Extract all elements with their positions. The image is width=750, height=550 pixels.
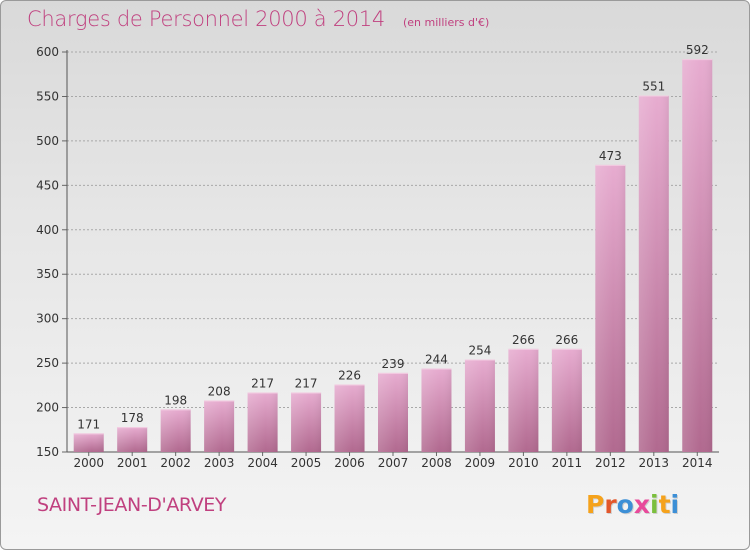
y-tick-label: 550	[36, 89, 59, 103]
commune-name: SAINT-JEAN-D'ARVEY	[37, 494, 227, 516]
bar-shading	[73, 433, 104, 452]
x-tick-label: 2011	[552, 456, 583, 470]
x-tick-label: 2006	[334, 456, 365, 470]
data-label: 171	[77, 417, 100, 431]
y-tick-label: 150	[36, 445, 59, 459]
x-tick-label: 2010	[508, 456, 539, 470]
y-tick-label: 500	[36, 134, 59, 148]
y-tick-label: 200	[36, 401, 59, 415]
x-tick-label: 2012	[595, 456, 626, 470]
bar-shading	[551, 348, 582, 452]
logo-letter: P	[586, 490, 605, 519]
bar-shading	[595, 164, 626, 452]
x-tick-label: 2007	[378, 456, 409, 470]
bar-shading	[638, 95, 669, 453]
chart-title: Charges de Personnel 2000 à 2014	[27, 7, 385, 31]
bar-shading	[421, 368, 452, 452]
x-tick-labels: 2000 2001 2002 2003 2004 2005 2006 2007 2008 2009…	[73, 456, 712, 470]
logo-letter: o	[616, 490, 634, 519]
data-label: 226	[338, 368, 361, 382]
x-tick-label: 2009	[465, 456, 496, 470]
y-tick-label: 600	[36, 45, 59, 59]
bar-shading	[334, 384, 365, 452]
bar-shading	[378, 372, 408, 452]
data-label: 592	[686, 43, 709, 57]
x-tick-label: 2014	[682, 456, 713, 470]
data-label: 217	[251, 376, 274, 390]
data-labels: 171 178 198 208 217 217 226 239 244 254 266 266 473 5…	[77, 43, 708, 431]
logo-letter: i	[650, 490, 659, 519]
proxiti-logo[interactable]: Proxiti	[586, 490, 679, 519]
bar-shading	[204, 400, 235, 452]
x-tick-label: 2001	[117, 456, 148, 470]
bars	[73, 59, 713, 453]
x-tick-label: 2000	[73, 456, 104, 470]
chart-unit: (en milliers d'€)	[402, 16, 490, 29]
bar-shading	[464, 359, 495, 452]
x-tick-label: 2005	[291, 456, 322, 470]
data-label: 266	[512, 333, 535, 347]
data-label: 254	[468, 344, 491, 358]
logo-letter: r	[604, 490, 617, 519]
data-label: 473	[599, 149, 622, 163]
bar-shading	[247, 392, 278, 452]
bar-shading	[682, 59, 713, 452]
chart-header: Charges de Personnel 2000 à 2014 (en mill…	[27, 7, 489, 31]
y-tick-label: 300	[36, 312, 59, 326]
x-tick-label: 2003	[204, 456, 235, 470]
bar-shading	[117, 427, 148, 452]
data-label: 178	[121, 411, 144, 425]
data-label: 217	[295, 376, 318, 390]
data-label: 244	[425, 352, 448, 366]
bar-shading	[160, 409, 191, 452]
y-tick-label: 400	[36, 223, 59, 237]
bar-shading	[291, 392, 322, 452]
bar-shading	[508, 348, 539, 452]
y-tick-label: 250	[36, 356, 59, 370]
y-tick-labels: 150 200 250 300 350 400 450 500 550 600	[36, 45, 59, 459]
data-label: 551	[642, 80, 665, 94]
y-tick-label: 350	[36, 267, 59, 281]
x-tick-label: 2013	[639, 456, 670, 470]
x-tick-label: 2004	[247, 456, 278, 470]
data-label: 266	[555, 333, 578, 347]
logo-letter: x	[633, 490, 650, 519]
x-tick-label: 2008	[421, 456, 452, 470]
logo-letter: t	[658, 490, 671, 519]
y-tick-label: 450	[36, 178, 59, 192]
x-tick-label: 2002	[160, 456, 191, 470]
logo-letter: i	[670, 490, 680, 519]
data-label: 198	[164, 393, 187, 407]
data-label: 208	[208, 384, 231, 398]
data-label: 239	[382, 357, 405, 371]
